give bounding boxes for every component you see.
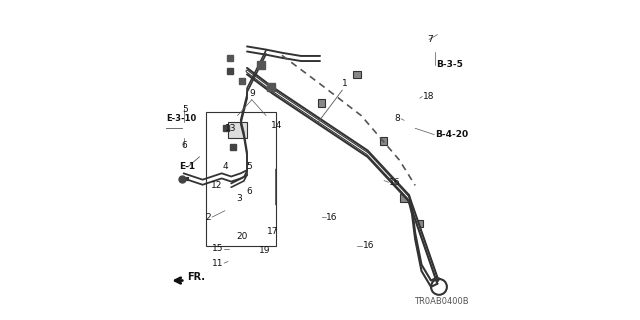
Text: 7: 7 (428, 35, 433, 44)
Bar (417, 220, 423, 227)
Text: 11: 11 (212, 259, 223, 268)
Text: 14: 14 (271, 121, 282, 130)
Text: 12: 12 (211, 181, 222, 190)
Text: 5: 5 (246, 162, 252, 171)
Text: 16: 16 (363, 241, 374, 250)
Bar (400, 194, 408, 202)
Text: B-4-20: B-4-20 (435, 130, 468, 139)
Text: 16: 16 (389, 178, 401, 187)
Text: FR.: FR. (188, 272, 205, 282)
Text: 5: 5 (182, 105, 188, 114)
Text: 2: 2 (205, 212, 211, 222)
Bar (353, 70, 361, 78)
Text: 6: 6 (246, 187, 252, 196)
Text: 19: 19 (259, 246, 271, 255)
Text: 3: 3 (236, 194, 242, 203)
Text: 15: 15 (212, 244, 223, 253)
Text: E-1: E-1 (179, 162, 196, 171)
Text: 20: 20 (237, 232, 248, 241)
Text: 17: 17 (267, 227, 278, 236)
Text: 18: 18 (423, 92, 435, 101)
Text: 6: 6 (181, 141, 187, 150)
Text: 9: 9 (249, 89, 255, 98)
Text: 16: 16 (326, 212, 338, 222)
Text: 4: 4 (223, 162, 228, 171)
Bar (380, 137, 387, 145)
Text: 13: 13 (225, 124, 236, 133)
Bar (318, 99, 325, 107)
Text: B-3-5: B-3-5 (436, 60, 463, 69)
Text: E-3-10: E-3-10 (166, 114, 196, 123)
Text: TR0AB0400B: TR0AB0400B (415, 297, 469, 306)
Bar (206, 112, 276, 246)
Text: 1: 1 (342, 79, 348, 88)
Text: 8: 8 (394, 114, 400, 123)
Bar (228, 122, 247, 138)
